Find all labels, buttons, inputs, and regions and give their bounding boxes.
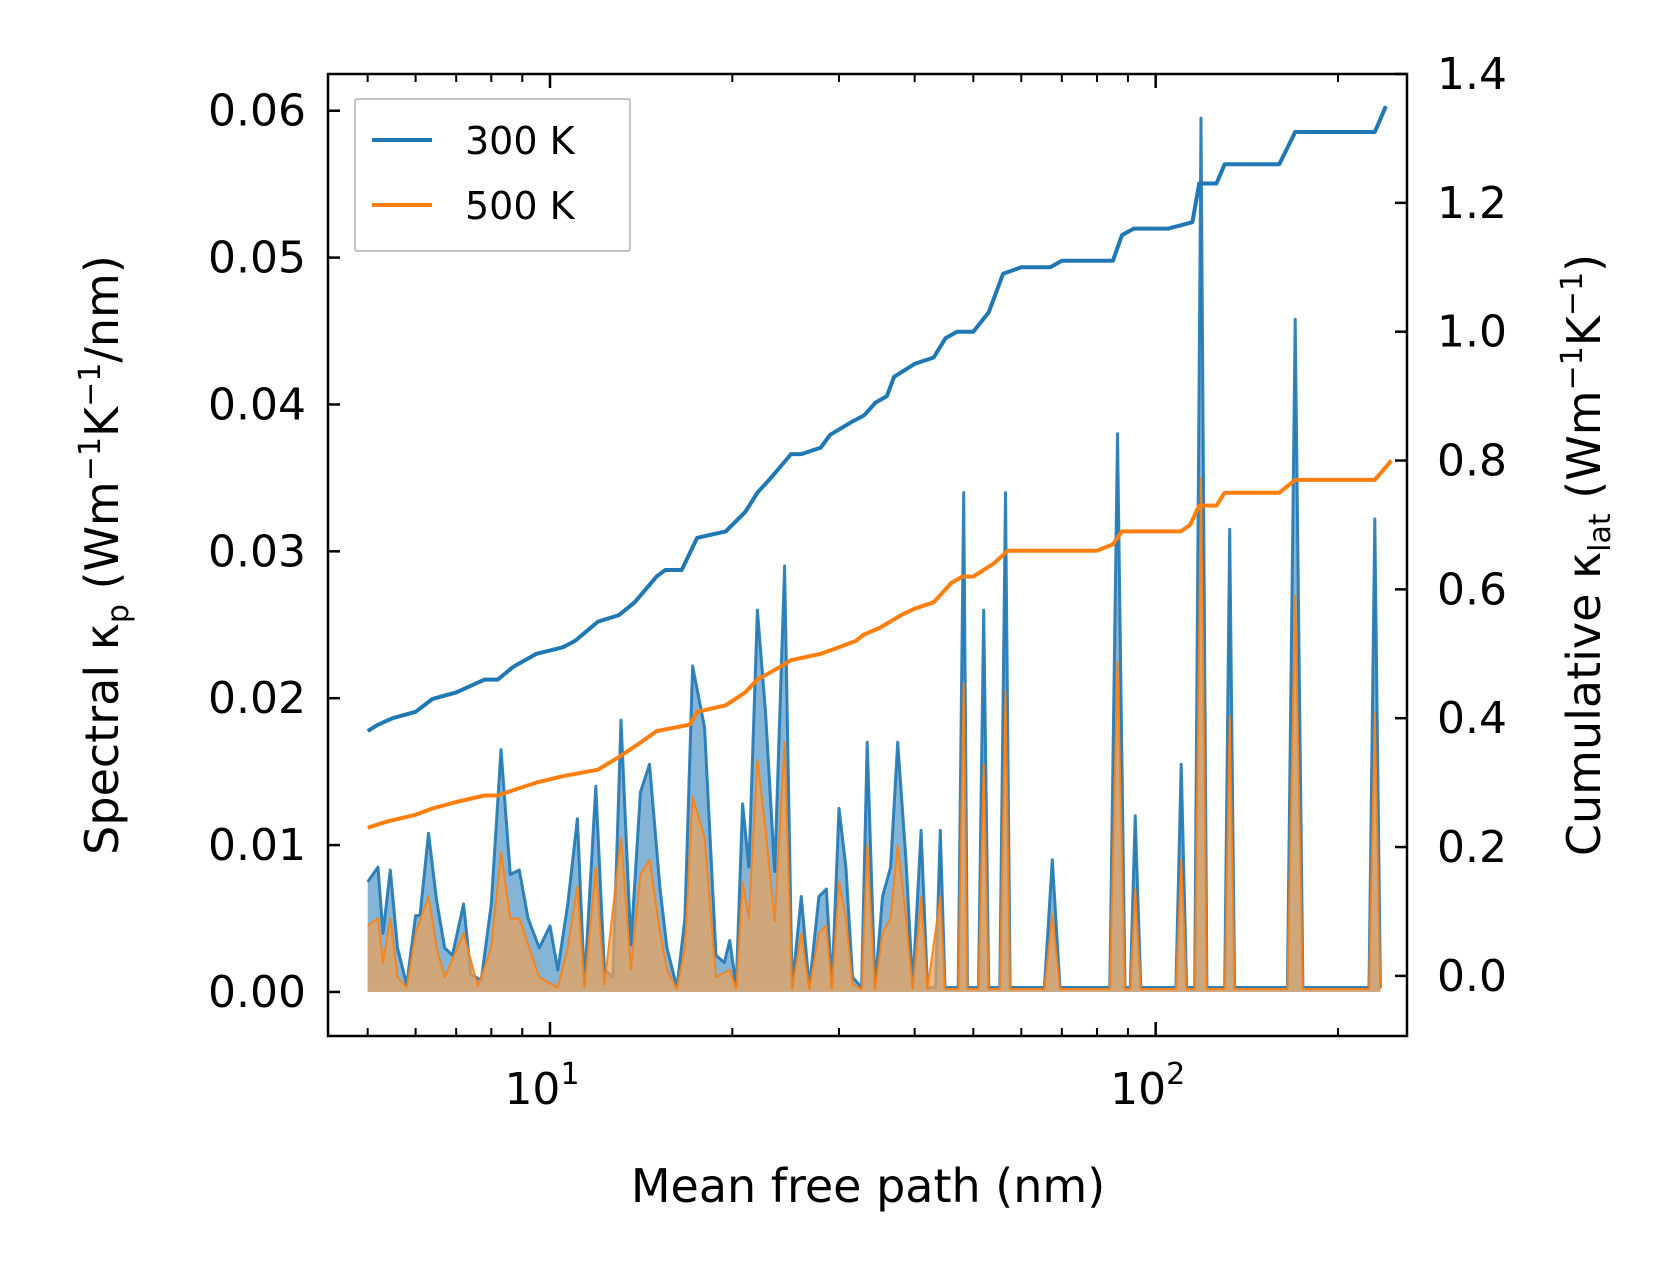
y-right-title-sup2: −1 [1555, 272, 1590, 316]
y-right-tick-label: 0.6 [1437, 564, 1507, 615]
y-right-title-mid: K [1557, 314, 1611, 346]
y-right-title-unit-close: ) [1557, 254, 1611, 272]
y-right-title-main: Cumulative κ [1557, 552, 1611, 856]
x-tick-label-exp: 1 [560, 1057, 579, 1092]
legend-label-300k: 300 K [465, 119, 576, 163]
y-left-tick-label: 0.01 [208, 820, 306, 871]
y-left-tick-label: 0.06 [208, 86, 306, 137]
y-left-axis-title: Spectral κp (Wm−1K−1/nm) [73, 255, 136, 855]
legend-label-500k: 500 K [465, 184, 576, 228]
cumulative-line-500k [367, 459, 1393, 830]
spectral-area-500k [367, 477, 1381, 992]
y-right-tick-label: 0.0 [1437, 951, 1507, 1002]
x-tick-label-base: 10 [1110, 1064, 1166, 1115]
y-right-tick-label: 1.4 [1437, 49, 1507, 100]
y-left-tick-label: 0.04 [208, 379, 306, 430]
legend: 300 K 500 K [354, 98, 631, 252]
y-left-tick-label: 0.03 [208, 526, 306, 577]
spectral-line-500k [367, 476, 1382, 990]
y-right-tick-label: 1.0 [1437, 307, 1507, 358]
legend-box [354, 98, 631, 252]
x-tick-label-exp: 2 [1166, 1057, 1185, 1092]
y-right-tick-label: 0.8 [1437, 436, 1507, 487]
cumulative-line-300k [366, 105, 1388, 733]
y-left-title-unit-open: (Wm [75, 481, 129, 604]
x-tick-label-base: 10 [504, 1064, 560, 1115]
spectral-series [366, 116, 1382, 992]
y-left-title-sub: p [101, 604, 136, 623]
plot-frame [326, 72, 1409, 1038]
x-tick-label: 101 [504, 1057, 579, 1115]
spectral-line-300k [366, 116, 1382, 989]
y-right-axis-title: Cumulative κlat (Wm−1K−1) [1555, 254, 1618, 856]
y-left-title-main: Spectral κ [75, 623, 129, 855]
y-left-title-mid: K [75, 405, 129, 437]
cumulative-series [366, 105, 1393, 830]
y-left-tick-label: 0.00 [208, 967, 306, 1018]
y-right-title-sub: lat [1583, 513, 1618, 552]
y-left-title-unit-close: /nm) [75, 255, 129, 362]
y-right-tick-label: 0.2 [1437, 822, 1507, 873]
y-left-tick-label: 0.05 [208, 233, 306, 284]
spectral-area-300k [367, 118, 1381, 992]
y-right-tick-label: 1.2 [1437, 178, 1507, 229]
y-right-tick-label: 0.4 [1437, 693, 1507, 744]
y-left-title-sup1: −1 [73, 437, 108, 481]
tick-labels: 0.00 0.01 0.02 0.03 0.04 0.05 0.06 0.0 0.2 0.4 0.6… [208, 49, 1507, 1115]
y-left-title-sup2: −1 [73, 363, 108, 407]
axis-ticks [328, 72, 1407, 1036]
y-left-tick-label: 0.02 [208, 673, 306, 724]
x-axis-title: Mean free path (nm) [631, 1159, 1105, 1213]
y-right-title-sup1: −1 [1555, 346, 1590, 390]
x-tick-label: 102 [1110, 1057, 1185, 1115]
y-right-title-unit-open: (Wm [1557, 390, 1611, 513]
